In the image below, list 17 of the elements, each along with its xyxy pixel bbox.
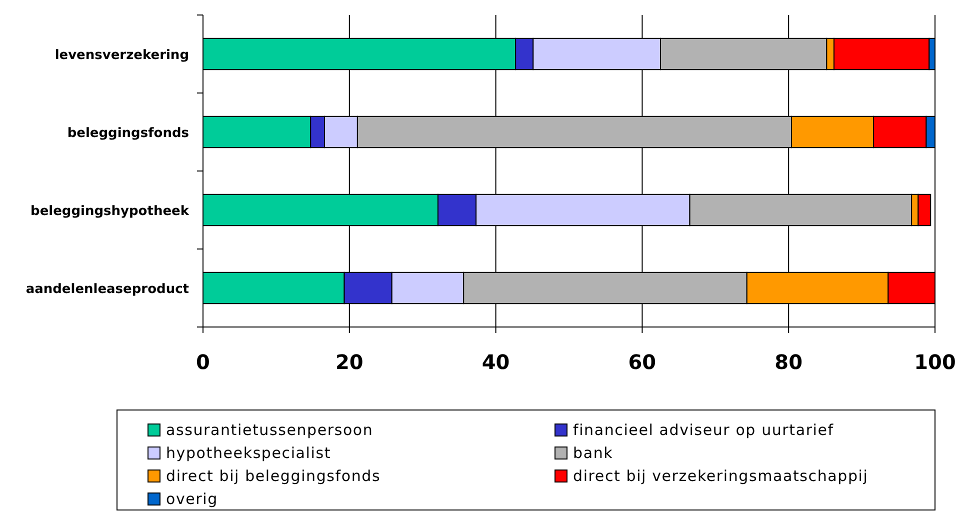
x-tick-label: 80 <box>774 350 803 374</box>
x-tick-label: 40 <box>482 350 510 374</box>
x-tick-label: 20 <box>335 350 364 374</box>
y-tick-label: aandelenleaseproduct <box>26 282 189 297</box>
legend-label: bank <box>573 444 614 462</box>
legend-label: direct bij verzekeringsmaatschappij <box>573 467 868 485</box>
legend-label: overig <box>166 490 218 508</box>
y-tick-label: beleggingshypotheek <box>30 204 190 219</box>
legend-label: hypotheekspecialist <box>166 444 332 462</box>
legend-label: financieel adviseur op uurtarief <box>573 421 834 439</box>
y-tick-label: levensverzekering <box>54 48 189 63</box>
x-tick-label: 0 <box>196 350 210 374</box>
legend-label: assurantietussenpersoon <box>166 421 374 439</box>
y-tick-label: beleggingsfonds <box>67 126 190 141</box>
x-tick-label: 100 <box>914 350 955 374</box>
legend-label: direct bij beleggingsfonds <box>166 467 381 485</box>
x-tick-label: 60 <box>628 350 656 374</box>
